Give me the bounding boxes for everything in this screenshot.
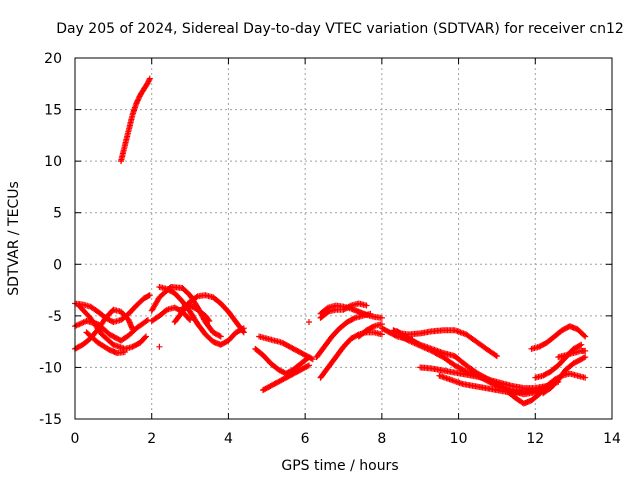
chart-title: Day 205 of 2024, Sidereal Day-to-day VTE…: [56, 21, 624, 37]
tick-labels: 0 2 4 6 8 10 12 14 -15 -10 -5 0 5 10 15 20: [39, 51, 621, 447]
data-marker-path: [179, 302, 213, 324]
series-trace-12: [179, 302, 213, 324]
series-trace-16: [306, 319, 312, 325]
x-tick-label: 0: [71, 431, 80, 447]
series-trace-14: [252, 345, 312, 377]
data-marker-path: [505, 370, 589, 407]
x-tick-label: 8: [377, 431, 386, 447]
data-marker-path: [540, 354, 589, 397]
data-marker-path: [378, 325, 416, 343]
grid-lines: [75, 58, 612, 419]
series-trace-25: [378, 325, 416, 343]
y-tick-label: 0: [53, 257, 62, 273]
data-marker-path: [260, 362, 312, 394]
y-tick-label: 5: [53, 206, 62, 222]
y-axis-label: SDTVAR / TECUs: [6, 181, 22, 296]
series-trace-7: [156, 343, 163, 350]
series-trace-32: [555, 347, 589, 361]
y-tick-label: -10: [39, 360, 62, 376]
data-marker-path: [75, 302, 149, 352]
data-marker-path: [118, 75, 153, 165]
x-tick-label: 12: [526, 431, 544, 447]
series-trace-31: [540, 354, 589, 397]
series-trace-1: [118, 75, 153, 165]
series-trace-15: [260, 362, 312, 394]
series-trace-8: [156, 284, 247, 348]
series-trace-21: [355, 321, 385, 340]
data-series-group: [72, 75, 589, 407]
x-axis-label: GPS time / hours: [281, 458, 398, 474]
series-trace-29: [528, 323, 589, 352]
y-tick-label: -5: [48, 309, 62, 325]
series-trace-28: [505, 370, 589, 407]
x-tick-label: 14: [603, 431, 621, 447]
data-marker-path: [156, 284, 247, 348]
series-trace-6: [83, 329, 128, 356]
data-marker-path: [306, 319, 312, 325]
data-marker-path: [83, 329, 128, 356]
series-trace-5: [75, 302, 149, 352]
data-marker-path: [156, 343, 163, 350]
data-marker-path: [317, 300, 370, 321]
x-tick-label: 2: [147, 431, 156, 447]
data-marker-path: [252, 345, 312, 377]
series-trace-19: [313, 310, 374, 361]
plot-frame: [74, 57, 613, 420]
y-tick-label: 15: [44, 103, 62, 119]
data-marker-path: [555, 347, 589, 361]
y-tick-label: -15: [39, 412, 62, 428]
y-tick-label: 10: [44, 154, 62, 170]
x-tick-label: 10: [450, 431, 468, 447]
data-marker-path: [313, 310, 374, 361]
data-marker-path: [528, 323, 589, 352]
data-marker-path: [355, 321, 385, 340]
series-trace-18: [317, 300, 370, 321]
x-tick-label: 6: [301, 431, 310, 447]
x-tick-label: 4: [224, 431, 233, 447]
y-tick-label: 20: [44, 51, 62, 67]
